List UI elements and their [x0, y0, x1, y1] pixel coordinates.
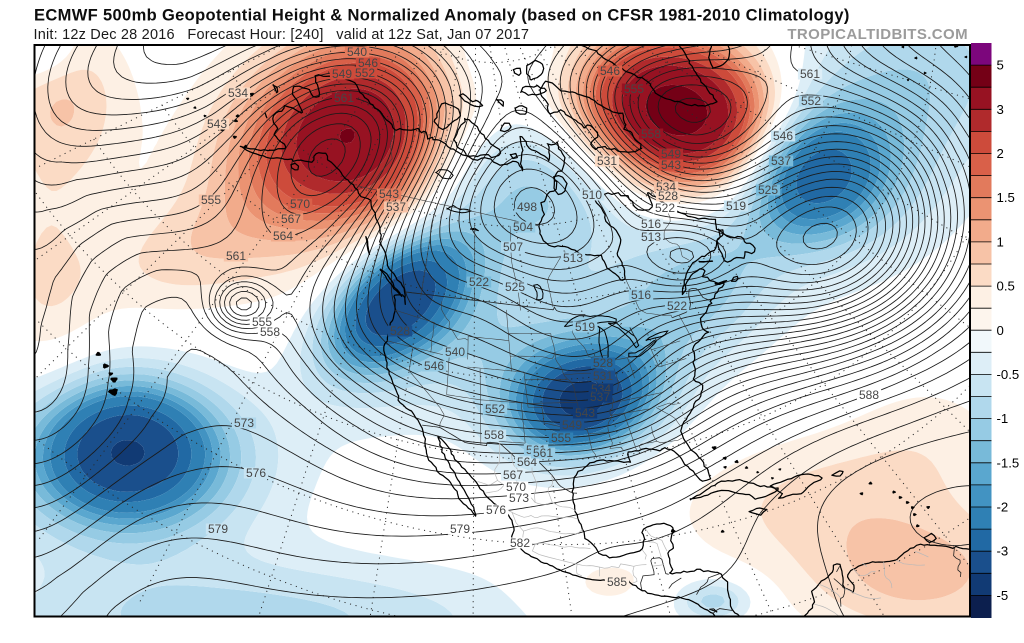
svg-text:570: 570	[506, 480, 526, 494]
svg-text:579: 579	[450, 522, 470, 536]
svg-text:5: 5	[997, 58, 1004, 73]
svg-text:561: 561	[800, 67, 820, 81]
svg-text:507: 507	[503, 240, 523, 254]
svg-text:516: 516	[641, 217, 661, 231]
svg-text:504: 504	[513, 220, 533, 234]
svg-text:-2: -2	[997, 500, 1009, 515]
svg-text:549: 549	[332, 67, 352, 81]
svg-text:558: 558	[641, 127, 661, 141]
svg-text:519: 519	[726, 199, 746, 213]
svg-text:540: 540	[445, 345, 465, 359]
svg-text:522: 522	[655, 201, 675, 215]
svg-text:-0.5: -0.5	[997, 367, 1020, 382]
svg-text:510: 510	[582, 188, 602, 202]
svg-text:579: 579	[208, 522, 228, 536]
svg-text:-1.5: -1.5	[997, 455, 1020, 470]
svg-text:525: 525	[758, 183, 778, 197]
svg-text:498: 498	[517, 200, 537, 214]
svg-text:3: 3	[997, 102, 1004, 117]
svg-text:546: 546	[773, 129, 793, 143]
svg-text:-5: -5	[997, 588, 1009, 603]
svg-text:-1: -1	[997, 411, 1009, 426]
svg-text:ECMWF 500mb Geopotential Heigh: ECMWF 500mb Geopotential Height & Normal…	[34, 7, 850, 25]
svg-text:543: 543	[575, 406, 595, 420]
svg-text:537: 537	[771, 154, 791, 168]
svg-text:561: 561	[226, 249, 246, 263]
svg-text:534: 534	[228, 86, 248, 100]
svg-text:588: 588	[859, 388, 879, 402]
svg-text:549: 549	[562, 418, 582, 432]
svg-text:528: 528	[390, 324, 410, 338]
svg-text:Init: 12z Dec 28 2016 Foreca: Init: 12z Dec 28 2016 Forecast Hour: [24…	[34, 27, 530, 43]
svg-text:-3: -3	[997, 544, 1009, 559]
svg-text:528: 528	[593, 356, 613, 370]
svg-text:2: 2	[997, 146, 1004, 161]
svg-text:543: 543	[207, 117, 227, 131]
svg-text:567: 567	[503, 468, 523, 482]
svg-text:531: 531	[593, 369, 613, 383]
svg-text:552: 552	[801, 94, 821, 108]
svg-text:519: 519	[575, 320, 595, 334]
svg-text:537: 537	[386, 200, 406, 214]
svg-text:525: 525	[505, 280, 525, 294]
svg-text:555: 555	[551, 431, 571, 445]
svg-text:555: 555	[252, 315, 272, 329]
svg-text:543: 543	[661, 158, 681, 172]
svg-text:528: 528	[658, 189, 678, 203]
svg-text:0: 0	[997, 323, 1004, 338]
svg-text:561: 561	[533, 446, 553, 460]
svg-text:543: 543	[379, 187, 399, 201]
svg-text:564: 564	[273, 229, 293, 243]
svg-text:522: 522	[667, 299, 687, 313]
svg-text:516: 516	[631, 288, 651, 302]
svg-text:558: 558	[484, 428, 504, 442]
svg-text:585: 585	[607, 575, 627, 589]
svg-text:546: 546	[600, 64, 620, 78]
svg-text:570: 570	[290, 197, 310, 211]
svg-text:576: 576	[486, 503, 506, 517]
svg-text:552: 552	[485, 402, 505, 416]
svg-text:546: 546	[358, 56, 378, 70]
svg-text:546: 546	[424, 359, 444, 373]
svg-text:558: 558	[260, 325, 280, 339]
svg-text:531: 531	[597, 154, 617, 168]
svg-text:552: 552	[355, 66, 375, 80]
svg-text:549: 549	[661, 147, 681, 161]
svg-text:522: 522	[469, 275, 489, 289]
svg-text:540: 540	[347, 45, 367, 59]
svg-text:TROPICALTIDBITS.COM: TROPICALTIDBITS.COM	[787, 26, 968, 43]
svg-text:537: 537	[590, 390, 610, 404]
svg-text:513: 513	[563, 251, 583, 265]
svg-text:555: 555	[201, 193, 221, 207]
svg-text:555: 555	[624, 82, 644, 96]
svg-text:573: 573	[234, 416, 254, 430]
svg-text:582: 582	[510, 536, 530, 550]
svg-text:576: 576	[246, 466, 266, 480]
svg-text:1.5: 1.5	[997, 190, 1015, 205]
svg-text:567: 567	[281, 212, 301, 226]
svg-text:1: 1	[997, 234, 1004, 249]
svg-text:0.5: 0.5	[997, 279, 1015, 294]
svg-text:513: 513	[641, 230, 661, 244]
svg-text:573: 573	[509, 491, 529, 505]
svg-text:561: 561	[334, 91, 354, 105]
